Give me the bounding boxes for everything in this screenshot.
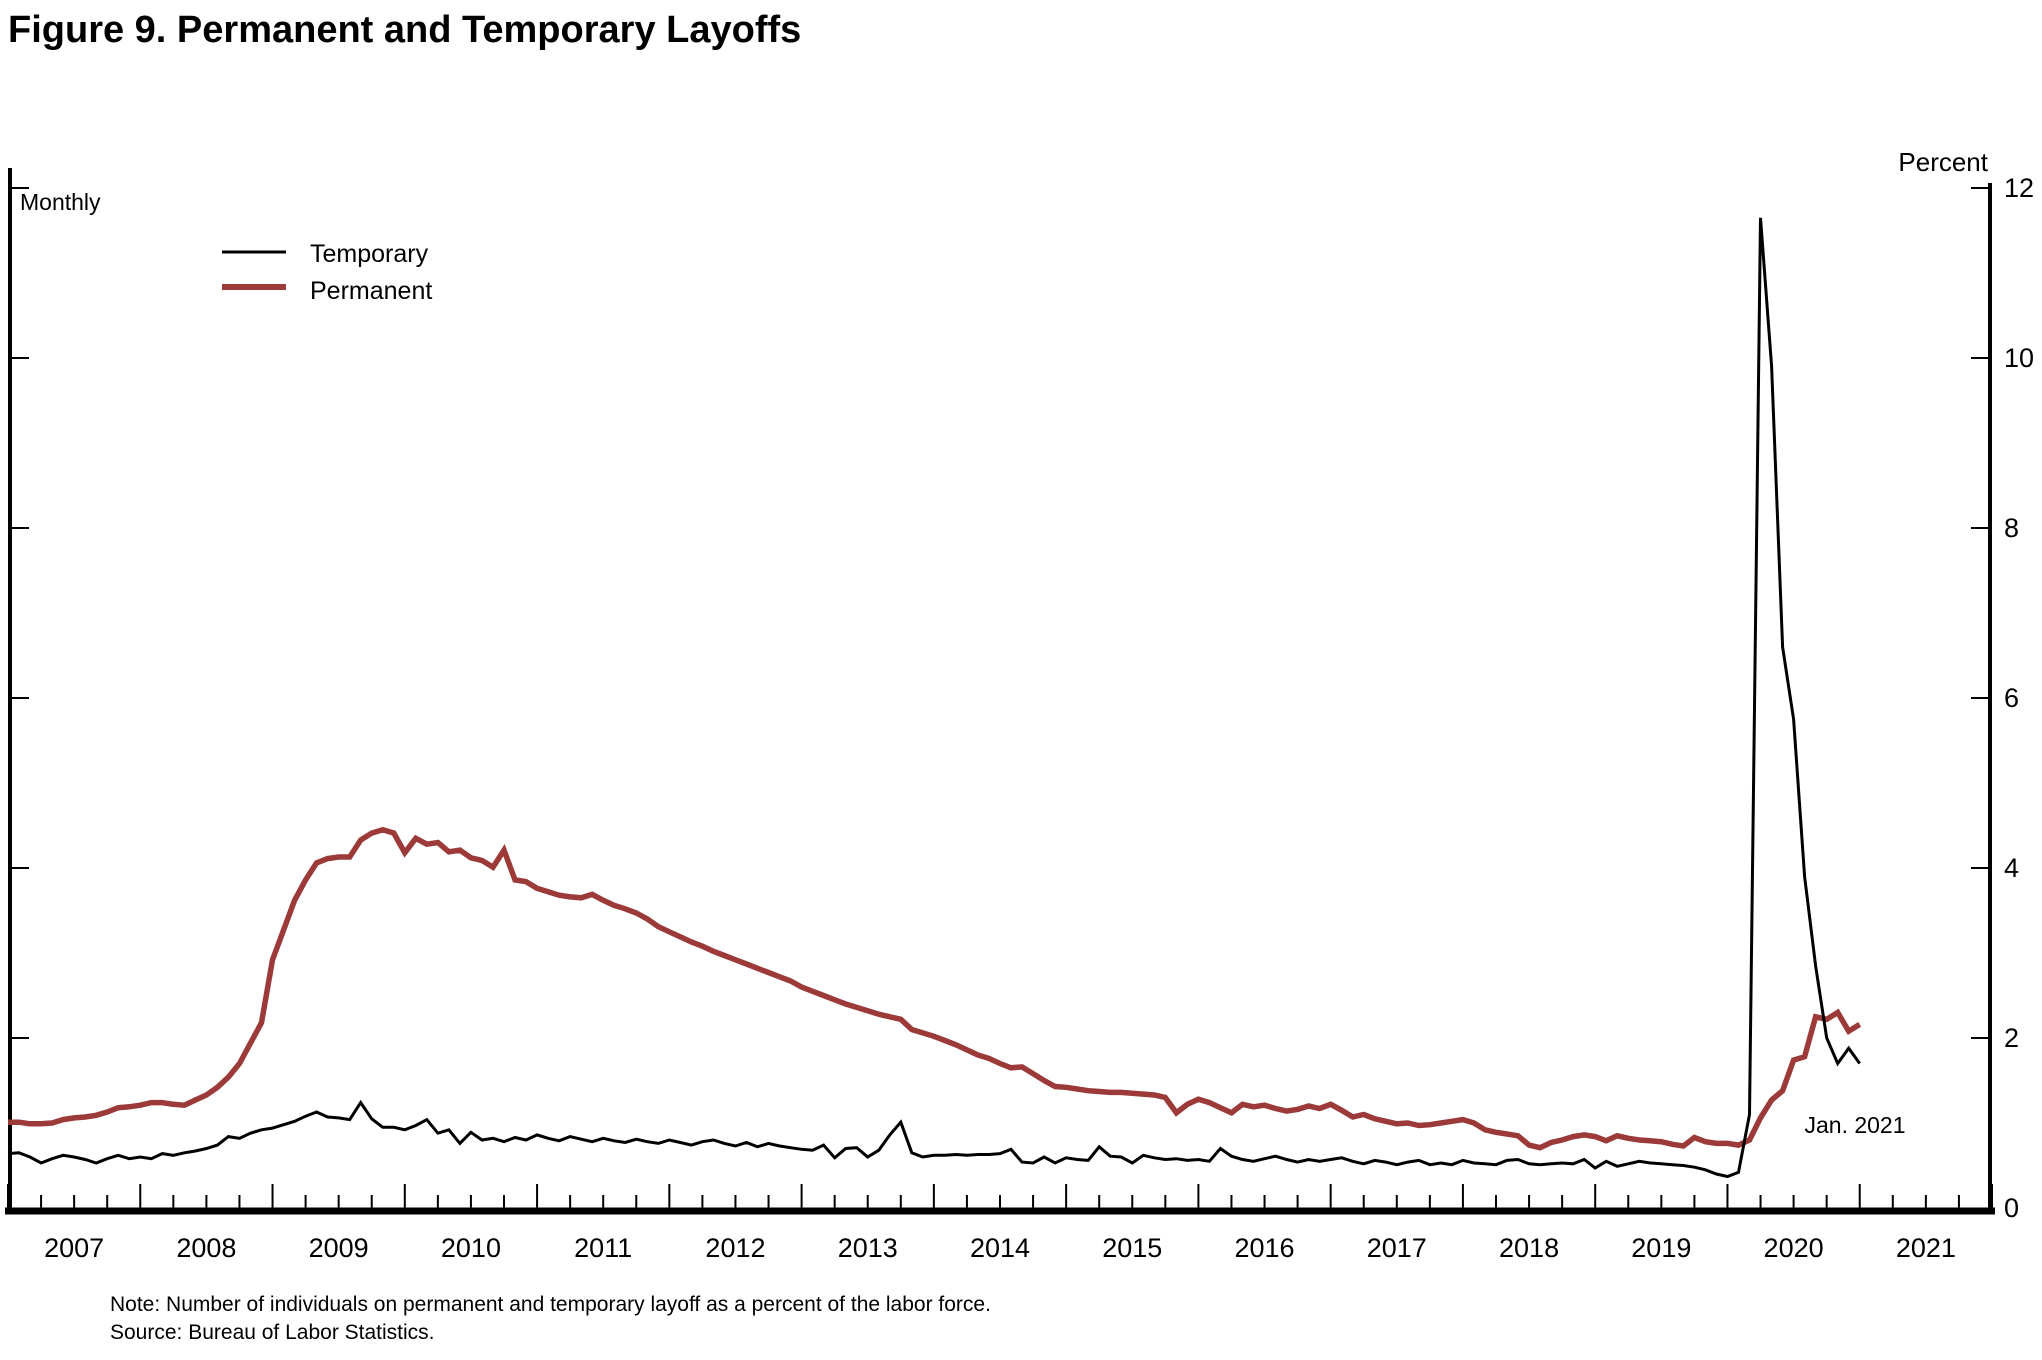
jan-2021-annotation: Jan. 2021 bbox=[1804, 1112, 1905, 1138]
x-year-label: 2014 bbox=[970, 1233, 1030, 1263]
series-line-temporary bbox=[7, 217, 1861, 1179]
figure-title: Figure 9. Permanent and Temporary Layoff… bbox=[8, 9, 801, 51]
x-year-label: 2018 bbox=[1499, 1233, 1559, 1263]
y-tick-label: 6 bbox=[2004, 683, 2019, 713]
y-tick-label: 12 bbox=[2004, 173, 2034, 203]
x-year-label: 2009 bbox=[309, 1233, 369, 1263]
legend: Temporary Permanent bbox=[222, 240, 432, 305]
x-year-label: 2013 bbox=[838, 1233, 898, 1263]
x-year-label: 2015 bbox=[1102, 1233, 1162, 1263]
y-tick-label: 2 bbox=[2004, 1023, 2019, 1053]
x-year-label: 2012 bbox=[705, 1233, 765, 1263]
x-year-label: 2008 bbox=[176, 1233, 236, 1263]
note-line: Note: Number of individuals on permanent… bbox=[110, 1293, 991, 1316]
x-year-label: 2010 bbox=[441, 1233, 501, 1263]
legend-label-temporary: Temporary bbox=[310, 240, 429, 268]
x-year-label: 2016 bbox=[1234, 1233, 1294, 1263]
x-year-label: 2021 bbox=[1896, 1233, 1956, 1263]
y-tick-label: 4 bbox=[2004, 853, 2019, 883]
x-year-label: 2017 bbox=[1367, 1233, 1427, 1263]
x-year-label: 2019 bbox=[1631, 1233, 1691, 1263]
x-year-label: 2020 bbox=[1764, 1233, 1824, 1263]
legend-label-permanent: Permanent bbox=[310, 277, 432, 305]
y-axis-unit-label: Percent bbox=[1898, 147, 1988, 177]
y-tick-label: 10 bbox=[2004, 343, 2034, 373]
y-tick-label: 8 bbox=[2004, 513, 2019, 543]
plot-area: 0 2 4 6 8 10 12 2007 2008 2009 2010 2011 2012 2013 201… bbox=[5, 168, 2034, 1263]
series-line-permanent bbox=[8, 826, 1862, 1151]
y-tick-label: 0 bbox=[2004, 1193, 2019, 1223]
frequency-label: Monthly bbox=[20, 189, 101, 215]
source-line: Source: Bureau of Labor Statistics. bbox=[110, 1321, 435, 1344]
x-year-label: 2011 bbox=[574, 1233, 632, 1263]
x-year-label: 2007 bbox=[44, 1233, 104, 1263]
